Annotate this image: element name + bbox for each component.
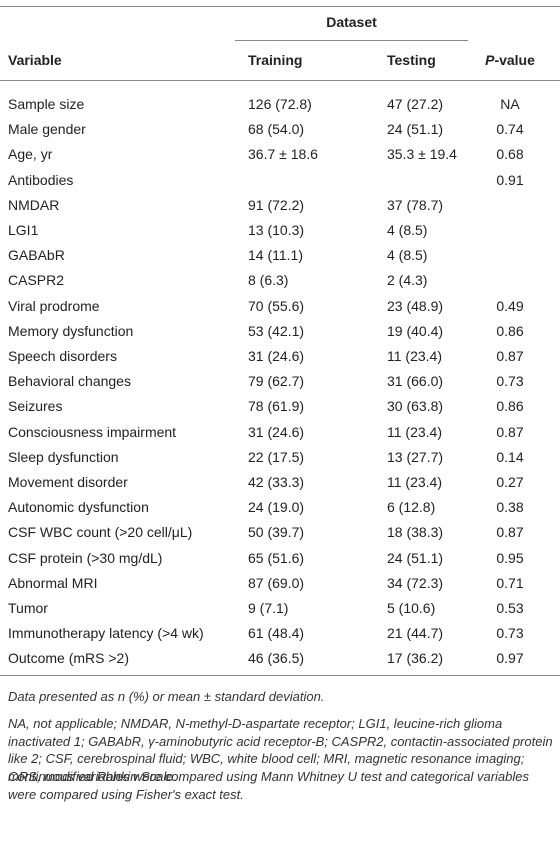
variable-cell: Abnormal MRI bbox=[8, 574, 98, 591]
p-value-cell: 0.68 bbox=[496, 146, 524, 163]
p-value-cell: 0.87 bbox=[496, 423, 524, 440]
variable-cell: Antibodies bbox=[8, 171, 74, 188]
training-cell: 87 (69.0) bbox=[248, 574, 305, 591]
training-cell: 65 (51.6) bbox=[248, 549, 305, 566]
testing-cell: 13 (27.7) bbox=[387, 448, 444, 465]
variable-cell: Consciousness impairment bbox=[8, 423, 177, 440]
p-value-cell: 0.74 bbox=[496, 121, 524, 138]
variable-cell: Age, yr bbox=[8, 146, 53, 163]
testing-cell: 17 (36.2) bbox=[387, 650, 444, 667]
p-value-cell: 0.53 bbox=[496, 600, 524, 616]
testing-cell: 35.3 ± 19.4 bbox=[387, 146, 457, 163]
testing-cell: 37 (78.7) bbox=[387, 196, 444, 213]
training-cell: 126 (72.8) bbox=[248, 96, 312, 112]
testing-cell: 18 (38.3) bbox=[387, 524, 444, 541]
variable-cell: CSF protein (>30 mg/dL) bbox=[8, 549, 163, 566]
variable-cell: CASPR2 bbox=[8, 272, 65, 289]
footnote: NA, not applicable; NMDAR, N-methyl-D-as… bbox=[8, 716, 553, 784]
training-cell: 36.7 ± 18.6 bbox=[248, 146, 318, 163]
variable-cell: Autonomic dysfunction bbox=[8, 499, 149, 516]
testing-cell: 24 (51.1) bbox=[387, 121, 444, 138]
variable-cell: Tumor bbox=[8, 600, 48, 616]
testing-cell: 19 (40.4) bbox=[387, 322, 444, 339]
variable-cell: Male gender bbox=[8, 121, 86, 138]
variable-cell: Seizures bbox=[8, 398, 63, 415]
training-cell: 22 (17.5) bbox=[248, 448, 305, 465]
testing-cell: 4 (8.5) bbox=[387, 247, 428, 264]
testing-cell: 11 (23.4) bbox=[387, 423, 442, 440]
p-value-cell: 0.27 bbox=[496, 474, 524, 490]
training-cell: 91 (72.2) bbox=[248, 196, 305, 213]
variable-cell: Movement disorder bbox=[8, 474, 128, 490]
testing-cell: 5 (10.6) bbox=[387, 600, 436, 616]
p-value-cell: 0.14 bbox=[496, 448, 524, 465]
p-value-cell: 0.38 bbox=[496, 499, 524, 516]
top-rule bbox=[0, 6, 560, 7]
training-cell: 24 (19.0) bbox=[248, 499, 305, 516]
training-cell: 46 (36.5) bbox=[248, 650, 305, 667]
p-value-cell: 0.87 bbox=[496, 524, 524, 541]
p-value-cell: 0.91 bbox=[496, 171, 524, 188]
training-cell: 13 (10.3) bbox=[248, 222, 305, 238]
training-cell: 53 (42.1) bbox=[248, 322, 305, 339]
footnote: Continuous variables were compared using… bbox=[8, 769, 529, 802]
training-cell: 8 (6.3) bbox=[248, 272, 289, 289]
p-value-cell: 0.95 bbox=[496, 549, 524, 566]
variable-cell: CSF WBC count (>20 cell/μL) bbox=[8, 524, 193, 541]
variable-cell: Behavioral changes bbox=[8, 373, 131, 390]
variable-cell: Immunotherapy latency (>4 wk) bbox=[8, 625, 204, 642]
training-cell: 9 (7.1) bbox=[248, 600, 289, 616]
footnote: Data presented as n (%) or mean ± standa… bbox=[8, 689, 325, 704]
variable-cell: Outcome (mRS >2) bbox=[8, 650, 129, 667]
testing-cell: 24 (51.1) bbox=[387, 549, 444, 566]
variable-cell: Sample size bbox=[8, 96, 85, 112]
group-header: Dataset bbox=[326, 14, 377, 30]
p-value-cell: 0.87 bbox=[496, 348, 524, 364]
training-cell: 50 (39.7) bbox=[248, 524, 305, 541]
column-header: Testing bbox=[387, 52, 436, 68]
p-value-cell: 0.73 bbox=[496, 625, 524, 642]
header-rule bbox=[0, 80, 560, 81]
p-value-cell: 0.73 bbox=[496, 373, 524, 390]
training-cell: 79 (62.7) bbox=[248, 373, 305, 390]
training-cell: 61 (48.4) bbox=[248, 625, 305, 642]
testing-cell: 21 (44.7) bbox=[387, 625, 444, 642]
training-cell: 31 (24.6) bbox=[248, 423, 305, 440]
testing-cell: 34 (72.3) bbox=[387, 574, 444, 591]
p-value-cell: 0.97 bbox=[496, 650, 524, 667]
testing-cell: 11 (23.4) bbox=[387, 348, 442, 364]
p-value-cell: 0.86 bbox=[496, 322, 524, 339]
p-value-cell: 0.71 bbox=[496, 574, 524, 591]
p-value-cell: NA bbox=[500, 96, 520, 112]
column-header: Training bbox=[248, 52, 303, 68]
variable-cell: Memory dysfunction bbox=[8, 322, 134, 339]
variable-cell: GABAbR bbox=[8, 247, 65, 264]
testing-cell: 23 (48.9) bbox=[387, 297, 444, 314]
training-cell: 31 (24.6) bbox=[248, 348, 305, 364]
variable-cell: LGI1 bbox=[8, 222, 39, 238]
bottom-rule bbox=[0, 675, 560, 676]
testing-cell: 2 (4.3) bbox=[387, 272, 428, 289]
variable-cell: Speech disorders bbox=[8, 348, 117, 364]
testing-cell: 11 (23.4) bbox=[387, 474, 442, 490]
column-header: P-value bbox=[485, 52, 535, 68]
column-header: Variable bbox=[8, 52, 62, 68]
training-cell: 78 (61.9) bbox=[248, 398, 305, 415]
group-rule bbox=[235, 40, 468, 41]
p-value-cell: 0.86 bbox=[496, 398, 524, 415]
training-cell: 14 (11.1) bbox=[248, 247, 303, 264]
training-cell: 42 (33.3) bbox=[248, 474, 305, 490]
testing-cell: 31 (66.0) bbox=[387, 373, 444, 390]
variable-cell: Viral prodrome bbox=[8, 297, 100, 314]
training-cell: 68 (54.0) bbox=[248, 121, 305, 138]
p-value-cell: 0.49 bbox=[496, 297, 524, 314]
testing-cell: 4 (8.5) bbox=[387, 222, 428, 238]
testing-cell: 6 (12.8) bbox=[387, 499, 436, 516]
testing-cell: 47 (27.2) bbox=[387, 96, 444, 112]
training-cell: 70 (55.6) bbox=[248, 297, 305, 314]
variable-cell: NMDAR bbox=[8, 196, 60, 213]
testing-cell: 30 (63.8) bbox=[387, 398, 444, 415]
variable-cell: Sleep dysfunction bbox=[8, 448, 119, 465]
